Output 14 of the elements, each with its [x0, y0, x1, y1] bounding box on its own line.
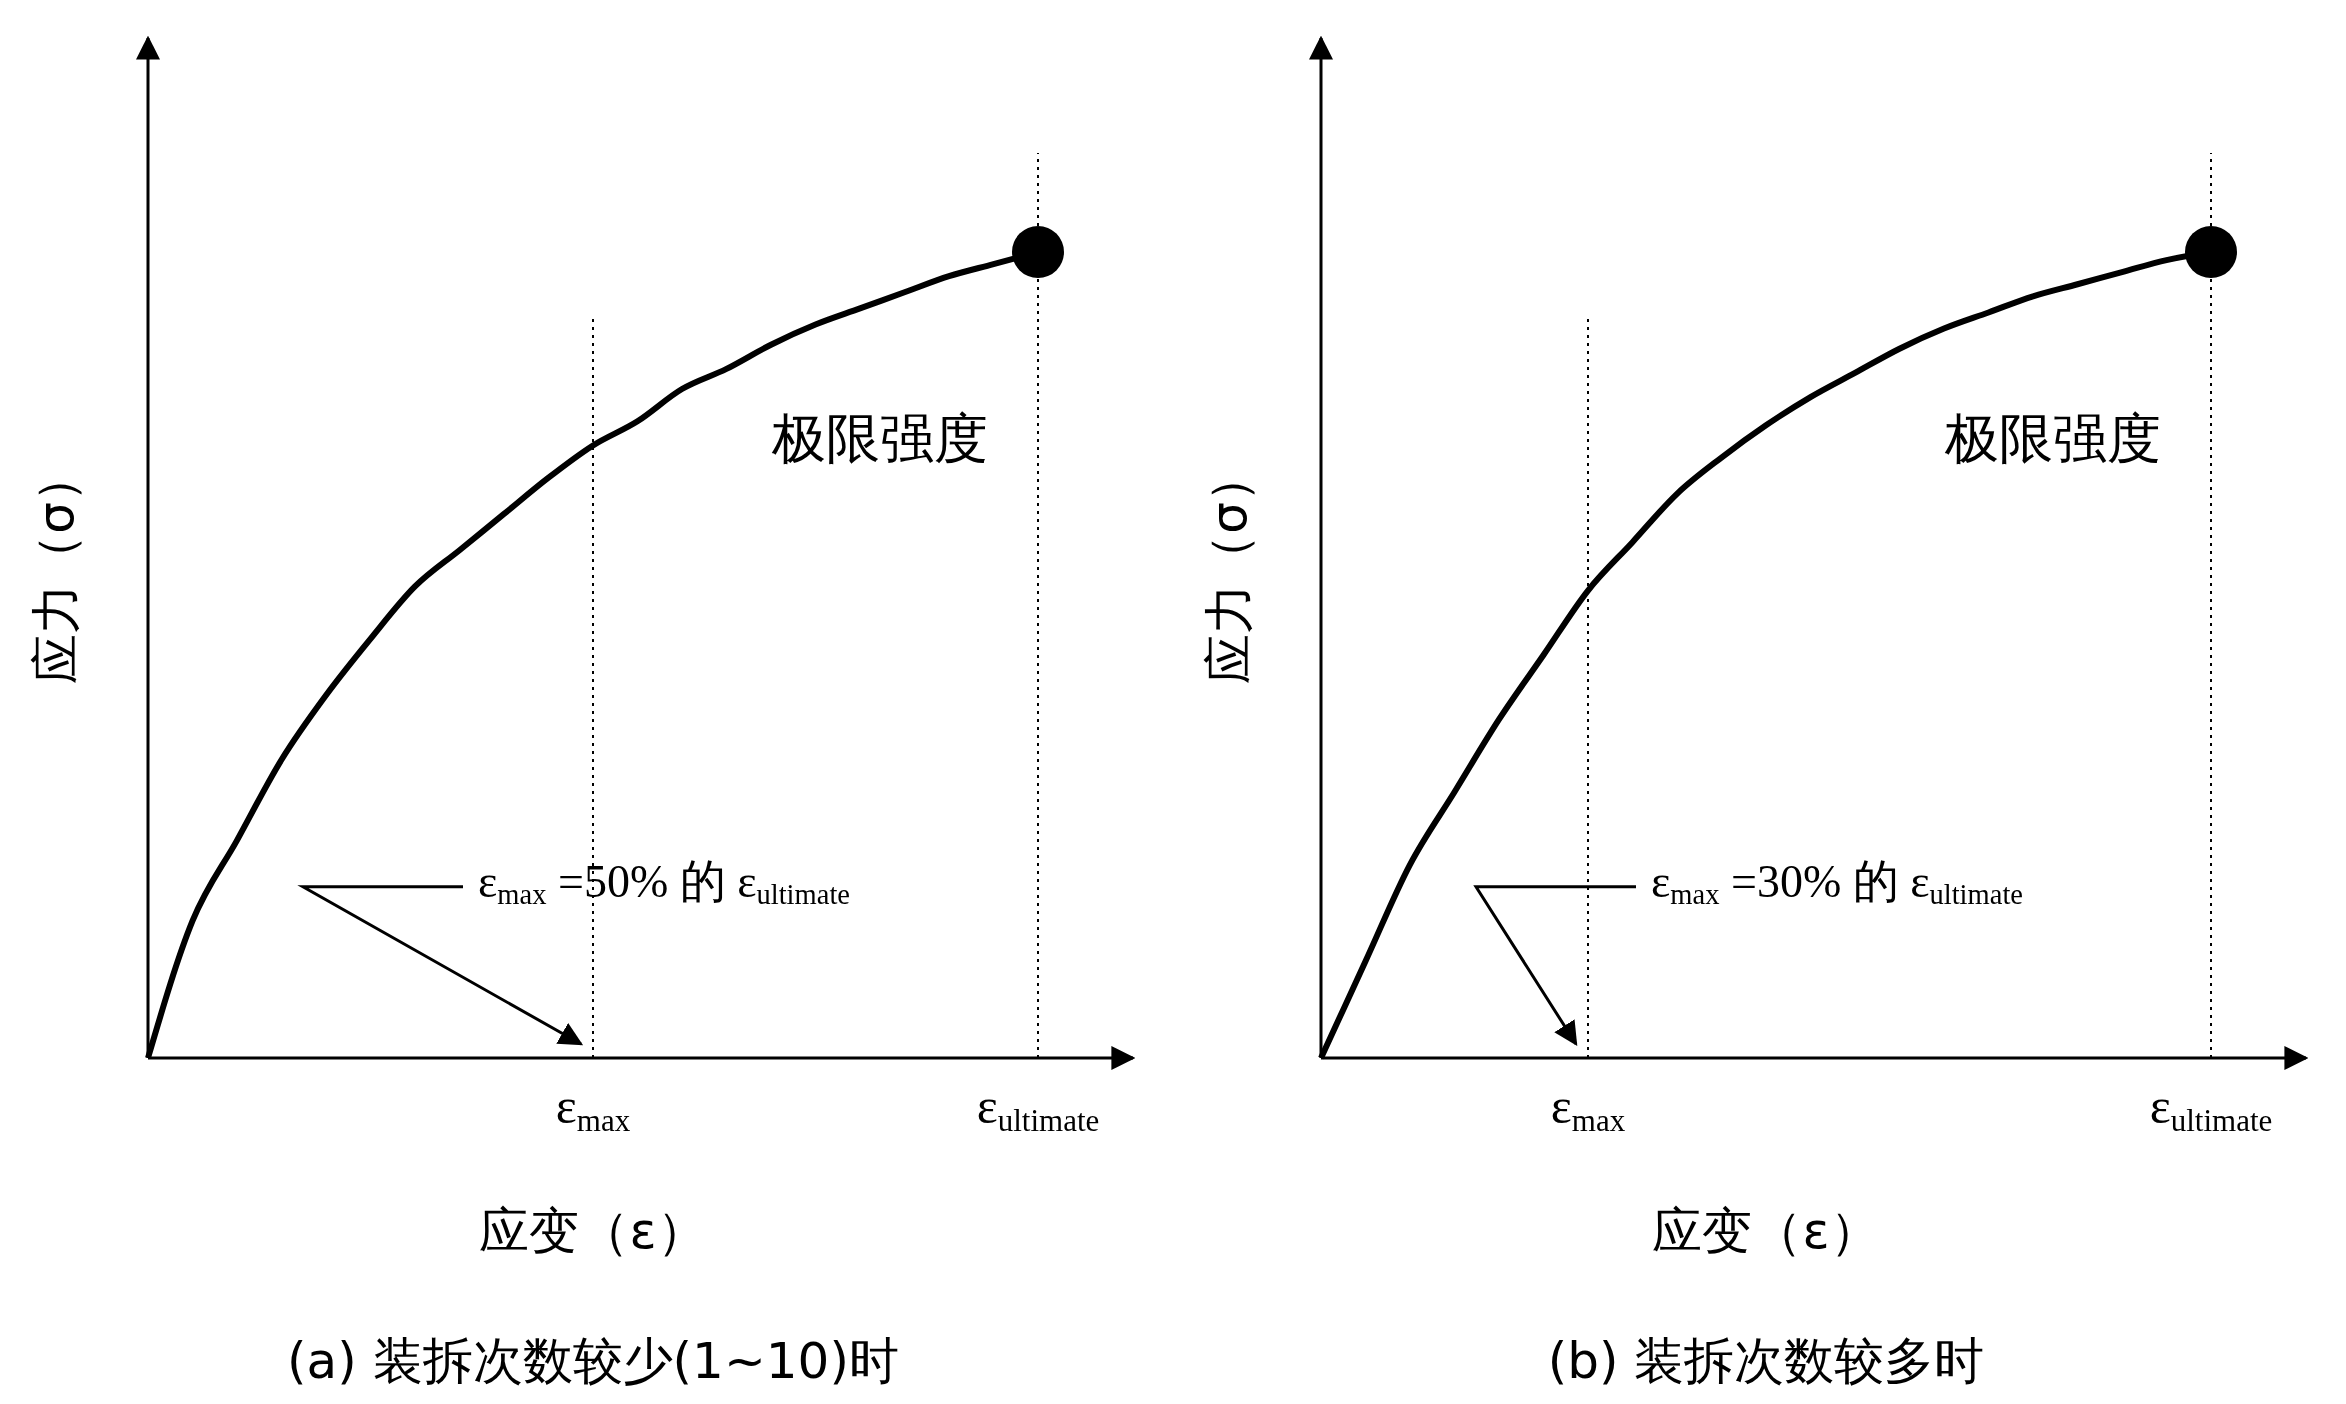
y-axis-title: 应力（σ）: [1200, 452, 1258, 684]
x-axis-title: 应变（ε）: [479, 1202, 707, 1260]
annotation: ε$_{max}$ =30% 的 ε$_{ultimate}$: [1651, 855, 2023, 911]
text: (a) 装拆次数较少(1~10)时: [287, 1332, 899, 1390]
x-tick-label: ε$_{max}$: [555, 1078, 631, 1138]
x-tick-label: ε$_{ultimate}$: [2149, 1078, 2273, 1138]
x-tick-label: ε$_{ultimate}$: [976, 1078, 1100, 1138]
annotation: ε$_{max}$ =50% 的 ε$_{ultimate}$: [478, 855, 850, 911]
x-tick-label: ε$_{max}$: [1550, 1078, 1626, 1138]
annotation: 极限强度: [1944, 407, 2161, 470]
y-axis-title: 应力（σ）: [27, 452, 85, 684]
x-axis-title: 应变（ε）: [1652, 1202, 1880, 1260]
text: (b) 装拆次数较多时: [1547, 1332, 1985, 1390]
annotation: 极限强度: [771, 407, 988, 470]
